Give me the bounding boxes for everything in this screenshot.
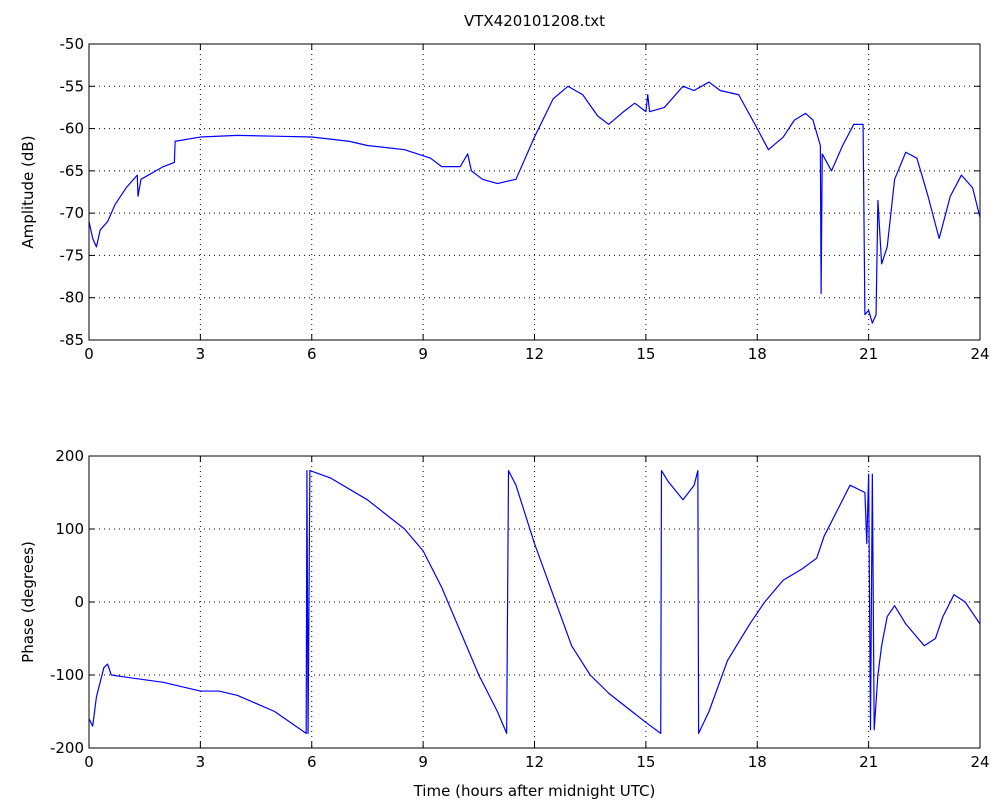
x-tick-label: 15 — [636, 345, 655, 363]
x-tick-label: 12 — [525, 753, 544, 771]
x-tick-label: 15 — [636, 753, 655, 771]
x-tick-label: 18 — [748, 753, 767, 771]
x-tick-label: 6 — [307, 753, 317, 771]
data-line — [88, 81, 981, 324]
plot-area — [89, 44, 980, 340]
x-tick-label: 24 — [970, 345, 989, 363]
y-tick-label: -100 — [50, 666, 84, 684]
y-tick-label: -65 — [60, 162, 85, 180]
y-tick-label: -80 — [60, 289, 85, 307]
x-tick-label: 21 — [859, 753, 878, 771]
data-line — [88, 470, 981, 734]
y-tick-label: -50 — [60, 35, 85, 53]
x-tick-label: 21 — [859, 345, 878, 363]
x-tick-label: 3 — [196, 345, 206, 363]
chart-title: VTX420101208.txt — [464, 12, 605, 30]
y-tick-label: 0 — [74, 593, 84, 611]
x-tick-label: 12 — [525, 345, 544, 363]
y-tick-label: -75 — [60, 246, 85, 264]
x-tick-label: 3 — [196, 753, 206, 771]
y-tick-label: 200 — [55, 447, 84, 465]
y-tick-label: -55 — [60, 77, 85, 95]
x-tick-label: 24 — [970, 753, 989, 771]
x-tick-label: 6 — [307, 345, 317, 363]
y-axis-label: Amplitude (dB) — [19, 135, 37, 248]
y-tick-label: -70 — [60, 204, 85, 222]
y-tick-label: -60 — [60, 120, 85, 138]
x-axis-label: Time (hours after midnight UTC) — [413, 782, 656, 800]
y-tick-label: -85 — [60, 331, 85, 349]
axes-frame — [88, 455, 981, 749]
y-tick-label: 100 — [55, 520, 84, 538]
y-tick-label: -200 — [50, 739, 84, 757]
x-tick-label: 18 — [748, 345, 767, 363]
y-axis-label: Phase (degrees) — [19, 541, 37, 663]
x-tick-label: 0 — [84, 345, 94, 363]
x-tick-label: 0 — [84, 753, 94, 771]
x-tick-label: 9 — [418, 345, 428, 363]
axes-frame — [88, 43, 981, 341]
x-tick-label: 9 — [418, 753, 428, 771]
